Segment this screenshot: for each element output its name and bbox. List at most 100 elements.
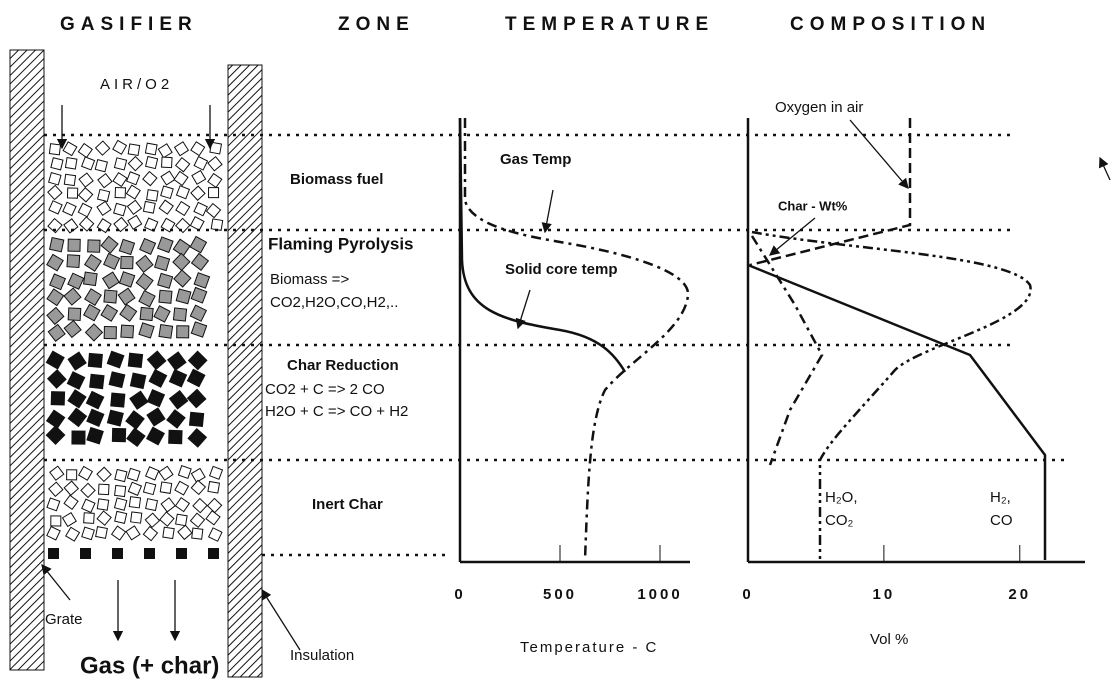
particle bbox=[63, 494, 79, 510]
particle bbox=[138, 322, 155, 339]
particle bbox=[142, 525, 159, 542]
particle bbox=[156, 236, 174, 254]
particle bbox=[175, 513, 188, 527]
particle bbox=[135, 272, 154, 291]
particle bbox=[67, 272, 85, 290]
particle bbox=[66, 469, 78, 481]
particle bbox=[101, 271, 120, 290]
particle bbox=[49, 465, 65, 481]
particle bbox=[126, 427, 146, 448]
x-tick-label: 10 bbox=[873, 586, 896, 603]
particle bbox=[206, 497, 223, 514]
particle bbox=[190, 252, 210, 272]
particle bbox=[142, 481, 157, 496]
outlet-label: Gas (+ char) bbox=[80, 652, 219, 679]
annotation: Oxygen in air bbox=[775, 99, 863, 116]
particle bbox=[87, 239, 101, 253]
annotation: Gas Temp bbox=[500, 151, 571, 168]
char-curve bbox=[750, 235, 824, 466]
particle bbox=[191, 169, 207, 185]
particle bbox=[189, 304, 208, 322]
particle bbox=[160, 185, 174, 200]
particle bbox=[103, 326, 117, 340]
particle bbox=[77, 142, 93, 159]
particle bbox=[174, 496, 191, 513]
particle bbox=[153, 305, 171, 323]
particle bbox=[168, 429, 183, 445]
particle bbox=[67, 238, 81, 252]
particle bbox=[97, 172, 113, 189]
particle bbox=[47, 323, 66, 342]
particle bbox=[125, 525, 141, 541]
particle bbox=[48, 200, 63, 215]
particle bbox=[67, 307, 82, 322]
particle bbox=[95, 526, 108, 539]
particle bbox=[154, 255, 171, 272]
particle bbox=[174, 480, 190, 496]
zone-text: CO2,H2O,CO,H2,.. bbox=[270, 294, 398, 311]
particle bbox=[106, 409, 124, 427]
particle bbox=[108, 371, 126, 389]
particle bbox=[188, 411, 205, 428]
particle bbox=[96, 498, 110, 511]
particle bbox=[138, 289, 156, 308]
particle bbox=[127, 352, 144, 369]
particle bbox=[189, 235, 208, 254]
particle bbox=[100, 235, 119, 254]
particle bbox=[210, 218, 224, 231]
particle bbox=[63, 319, 82, 339]
particle bbox=[174, 156, 191, 173]
particle bbox=[146, 189, 159, 202]
particle bbox=[96, 200, 112, 216]
particle bbox=[128, 496, 142, 509]
annotation: Char - Wt% bbox=[778, 198, 848, 213]
particle bbox=[189, 216, 205, 231]
particle bbox=[83, 303, 101, 322]
particle bbox=[46, 525, 61, 541]
header: GASIFIER bbox=[60, 14, 198, 35]
particle bbox=[77, 187, 94, 203]
header: TEMPERATURE bbox=[505, 14, 714, 35]
particle bbox=[78, 216, 95, 232]
particle bbox=[177, 465, 192, 479]
particle bbox=[96, 510, 112, 526]
particle bbox=[160, 497, 176, 513]
particle bbox=[84, 323, 104, 342]
particle bbox=[125, 184, 141, 200]
particle bbox=[46, 253, 64, 272]
zone-text: CO2 + C => 2 CO bbox=[265, 381, 385, 398]
particle bbox=[207, 527, 223, 542]
particle bbox=[190, 185, 206, 201]
particle bbox=[62, 141, 78, 157]
grate-bar bbox=[144, 548, 155, 559]
particle bbox=[157, 272, 174, 289]
particle bbox=[139, 237, 157, 255]
particle bbox=[87, 352, 103, 368]
particle bbox=[187, 427, 208, 448]
particle bbox=[207, 172, 223, 189]
particle bbox=[126, 467, 141, 482]
particle bbox=[208, 465, 224, 480]
annotation: Solid core temp bbox=[505, 261, 618, 278]
particle bbox=[120, 324, 135, 339]
particle bbox=[144, 142, 158, 156]
particle bbox=[67, 389, 87, 409]
particle bbox=[114, 484, 127, 498]
particle bbox=[46, 306, 65, 326]
oxygen-curve bbox=[749, 118, 912, 267]
particle bbox=[189, 512, 206, 529]
particle bbox=[86, 408, 105, 427]
particle bbox=[50, 391, 66, 406]
particle bbox=[159, 511, 175, 527]
annotation: H₂O, bbox=[825, 489, 858, 506]
particle bbox=[145, 426, 165, 446]
particle bbox=[80, 482, 96, 499]
particle bbox=[113, 497, 128, 511]
particle bbox=[186, 388, 207, 409]
x-tick-label: 500 bbox=[543, 586, 577, 603]
particle bbox=[146, 389, 166, 408]
particle bbox=[175, 288, 192, 305]
particle bbox=[129, 390, 149, 410]
particle bbox=[63, 287, 82, 306]
particle bbox=[207, 480, 221, 494]
